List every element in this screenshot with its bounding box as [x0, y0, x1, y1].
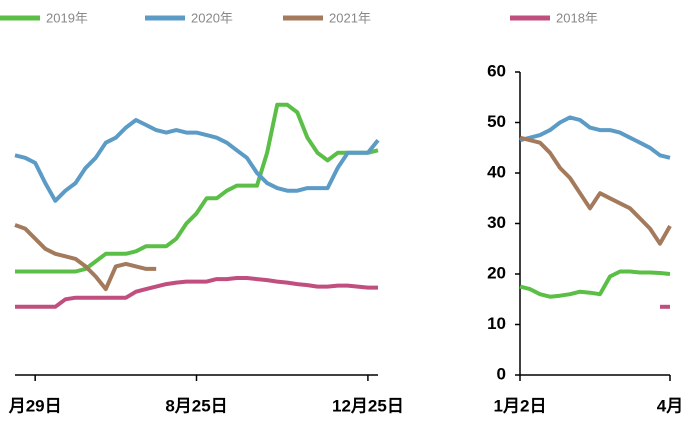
series-line — [519, 115, 671, 160]
y-tick-label: 0 — [497, 364, 506, 383]
legend-text: 2020年 — [191, 10, 233, 25]
legend-text: 2021年 — [329, 10, 371, 25]
x-tick-label: 4月 — [657, 396, 683, 415]
y-tick-label: 10 — [487, 314, 506, 333]
series-line — [15, 276, 378, 309]
legend-text: 2019年 — [46, 10, 88, 25]
legend-text: 2018年 — [556, 10, 598, 25]
x-tick-label: 12月25日 — [332, 396, 404, 415]
y-tick-label: 40 — [487, 162, 506, 181]
series-line — [14, 223, 157, 292]
y-tick-label: 20 — [487, 263, 506, 282]
series-line — [519, 135, 672, 246]
series-line — [519, 269, 671, 299]
y-tick-label: 30 — [487, 213, 506, 232]
y-tick-label: 50 — [487, 112, 506, 131]
series-line — [15, 102, 379, 274]
y-tick-label: 60 — [487, 61, 506, 80]
x-tick-label: 1月2日 — [494, 396, 547, 415]
x-tick-label: 月29日 — [8, 396, 62, 415]
series-line — [14, 118, 380, 203]
x-tick-label: 8月25日 — [165, 396, 227, 415]
